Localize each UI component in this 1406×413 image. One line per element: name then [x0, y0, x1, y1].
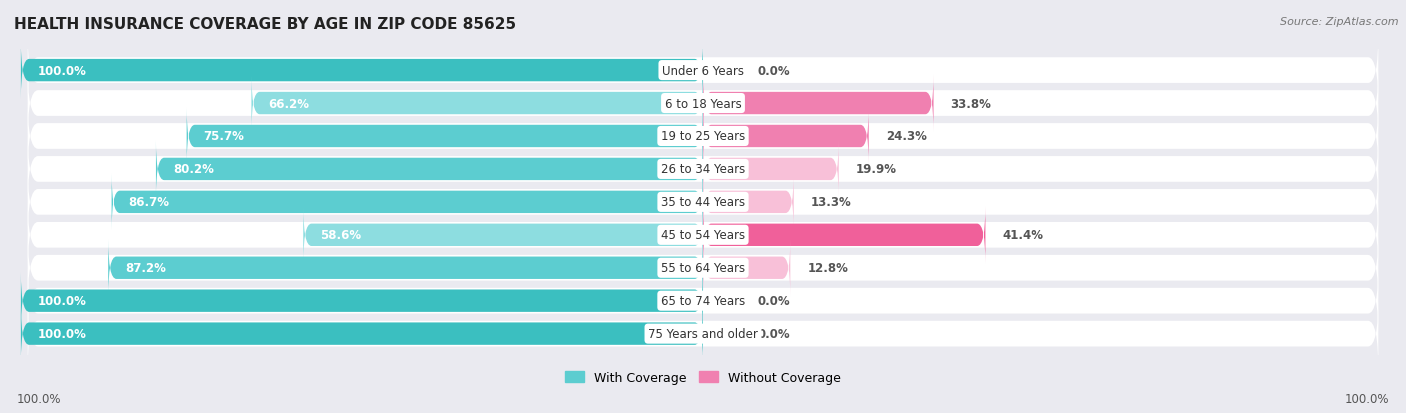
- Text: 87.2%: 87.2%: [125, 261, 166, 275]
- FancyBboxPatch shape: [28, 166, 1378, 239]
- Text: 75.7%: 75.7%: [204, 130, 245, 143]
- Text: Under 6 Years: Under 6 Years: [662, 64, 744, 77]
- Text: 55 to 64 Years: 55 to 64 Years: [661, 261, 745, 275]
- FancyBboxPatch shape: [703, 108, 869, 165]
- Text: 0.0%: 0.0%: [758, 64, 790, 77]
- Legend: With Coverage, Without Coverage: With Coverage, Without Coverage: [561, 366, 845, 389]
- Text: 12.8%: 12.8%: [807, 261, 848, 275]
- FancyBboxPatch shape: [28, 264, 1378, 337]
- FancyBboxPatch shape: [28, 297, 1378, 370]
- FancyBboxPatch shape: [304, 207, 703, 263]
- Text: 35 to 44 Years: 35 to 44 Years: [661, 196, 745, 209]
- Text: 100.0%: 100.0%: [38, 328, 87, 340]
- Text: Source: ZipAtlas.com: Source: ZipAtlas.com: [1281, 17, 1399, 26]
- FancyBboxPatch shape: [28, 133, 1378, 206]
- Text: 80.2%: 80.2%: [173, 163, 214, 176]
- Text: 13.3%: 13.3%: [811, 196, 852, 209]
- FancyBboxPatch shape: [703, 141, 839, 198]
- Text: 6 to 18 Years: 6 to 18 Years: [665, 97, 741, 110]
- Text: 45 to 54 Years: 45 to 54 Years: [661, 229, 745, 242]
- Text: 100.0%: 100.0%: [38, 64, 87, 77]
- Text: 100.0%: 100.0%: [1344, 392, 1389, 405]
- Text: 58.6%: 58.6%: [321, 229, 361, 242]
- FancyBboxPatch shape: [252, 76, 703, 132]
- Text: 65 to 74 Years: 65 to 74 Years: [661, 294, 745, 307]
- FancyBboxPatch shape: [703, 240, 790, 297]
- Text: 33.8%: 33.8%: [950, 97, 991, 110]
- FancyBboxPatch shape: [21, 273, 703, 329]
- FancyBboxPatch shape: [21, 43, 703, 99]
- FancyBboxPatch shape: [108, 240, 703, 297]
- FancyBboxPatch shape: [28, 67, 1378, 140]
- FancyBboxPatch shape: [156, 141, 703, 198]
- Text: 0.0%: 0.0%: [758, 328, 790, 340]
- FancyBboxPatch shape: [28, 34, 1378, 107]
- Text: 100.0%: 100.0%: [38, 294, 87, 307]
- Text: 24.3%: 24.3%: [886, 130, 927, 143]
- Text: 19 to 25 Years: 19 to 25 Years: [661, 130, 745, 143]
- Text: 26 to 34 Years: 26 to 34 Years: [661, 163, 745, 176]
- FancyBboxPatch shape: [28, 232, 1378, 304]
- FancyBboxPatch shape: [703, 207, 986, 263]
- Text: 41.4%: 41.4%: [1002, 229, 1043, 242]
- FancyBboxPatch shape: [703, 76, 934, 132]
- Text: HEALTH INSURANCE COVERAGE BY AGE IN ZIP CODE 85625: HEALTH INSURANCE COVERAGE BY AGE IN ZIP …: [14, 17, 516, 31]
- Text: 86.7%: 86.7%: [129, 196, 170, 209]
- FancyBboxPatch shape: [111, 174, 703, 230]
- Text: 75 Years and older: 75 Years and older: [648, 328, 758, 340]
- FancyBboxPatch shape: [28, 199, 1378, 272]
- FancyBboxPatch shape: [703, 174, 794, 230]
- FancyBboxPatch shape: [187, 108, 703, 165]
- Text: 100.0%: 100.0%: [17, 392, 62, 405]
- Text: 19.9%: 19.9%: [856, 163, 897, 176]
- Text: 66.2%: 66.2%: [269, 97, 309, 110]
- FancyBboxPatch shape: [28, 100, 1378, 173]
- FancyBboxPatch shape: [21, 306, 703, 362]
- Text: 0.0%: 0.0%: [758, 294, 790, 307]
